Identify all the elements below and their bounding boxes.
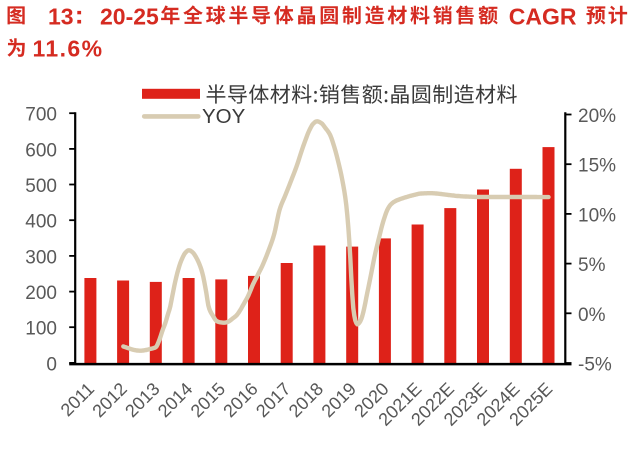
svg-text:400: 400 xyxy=(25,212,57,233)
svg-text:10%: 10% xyxy=(578,205,616,226)
svg-text:YOY: YOY xyxy=(202,105,246,128)
svg-text:300: 300 xyxy=(25,247,57,268)
svg-text:100: 100 xyxy=(25,319,57,340)
svg-text:5%: 5% xyxy=(578,255,606,276)
svg-text:13: 13 xyxy=(48,3,74,29)
svg-text:15%: 15% xyxy=(578,156,616,177)
svg-text:700: 700 xyxy=(25,105,57,126)
svg-text:600: 600 xyxy=(25,140,57,161)
svg-text:20%: 20% xyxy=(578,106,616,127)
svg-text:500: 500 xyxy=(25,176,57,197)
svg-text:0%: 0% xyxy=(578,305,606,326)
svg-text:20-25: 20-25 xyxy=(100,3,159,29)
svg-text:200: 200 xyxy=(25,283,57,304)
svg-text:11.6%: 11.6% xyxy=(33,36,104,62)
svg-text:CAGR: CAGR xyxy=(509,3,577,29)
svg-text:0: 0 xyxy=(46,354,57,375)
svg-text:-5%: -5% xyxy=(578,355,612,376)
